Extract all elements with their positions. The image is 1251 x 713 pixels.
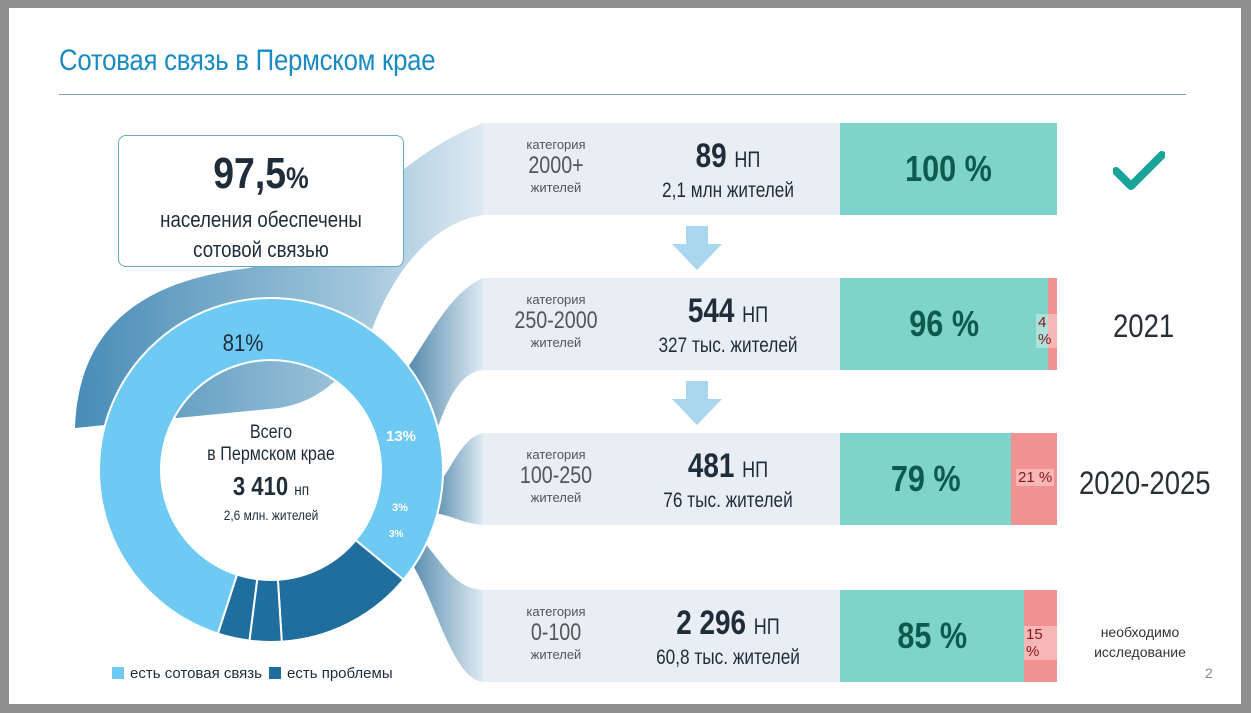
donut-label-13: 13%: [386, 428, 417, 445]
category-label: категория 250-2000 жителей: [514, 292, 598, 350]
funnel-band-3: [429, 433, 483, 525]
category-row-3: категория 100-250 жителей 481 НП 76 тыс.…: [483, 433, 840, 525]
donut-label-3a: 3%: [392, 502, 408, 514]
settlement-count: 481 НП 76 тыс. жителей: [663, 447, 793, 512]
category-label: категория 0-100 жителей: [526, 604, 586, 662]
down-arrow-icon: [672, 226, 722, 270]
coverage-bar-value: 100 %: [905, 148, 992, 189]
coverage-value: 97,5%: [213, 149, 309, 198]
page-title: Сотовая связь в Пермском крае: [59, 44, 436, 77]
legend-item-coverage: есть сотовая связь: [112, 665, 262, 682]
coverage-bar-value: 79 %: [890, 458, 961, 499]
donut-label-3b: 3%: [389, 529, 404, 540]
settlement-count: 544 НП 327 тыс. жителей: [658, 292, 798, 357]
coverage-callout: 97,5% населения обеспечены сотовой связь…: [118, 135, 404, 267]
coverage-bar-value: 96 %: [909, 303, 980, 344]
coverage-bar-1: 100 %: [840, 123, 1057, 215]
problem-bar-value: 15 %: [1024, 626, 1057, 660]
category-label: категория 100-250 жителей: [519, 447, 593, 505]
donut-center: Всего в Пермском крае 3 410 нп 2,6 млн. …: [181, 422, 361, 523]
donut-center-count: 3 410 нп: [232, 471, 310, 501]
category-row-2: категория 250-2000 жителей 544 НП 327 ты…: [483, 278, 840, 370]
settlement-count: 89 НП 2,1 млн жителей: [662, 137, 794, 202]
coverage-bar-value: 85 %: [897, 615, 968, 656]
funnel-band-4: [404, 533, 483, 682]
coverage-bar-3: 79 % 21 %: [840, 433, 1057, 525]
donut-center-line2: в Пермском крае: [207, 444, 335, 465]
legend-item-problems: есть проблемы: [269, 665, 393, 682]
checkmark-icon: [1113, 151, 1165, 190]
legend-swatch: [112, 667, 124, 679]
donut-chart: [98, 297, 444, 643]
year-label-2021: 2021: [1113, 308, 1175, 344]
coverage-bar-fill: [840, 278, 1049, 370]
slide: Сотовая связь в Пермском крае 97,5% насе…: [9, 8, 1241, 704]
coverage-line2: сотовой связью: [193, 237, 329, 262]
category-label: категория 2000+ жителей: [526, 137, 586, 195]
coverage-bar-fill: [840, 433, 1012, 525]
donut-center-pop: 2,6 млн. жителей: [223, 507, 319, 523]
down-arrow-icon: [672, 381, 722, 425]
problem-bar-value: 21 %: [1016, 469, 1055, 486]
coverage-line1: населения обеспечены: [160, 207, 362, 232]
donut-center-line1: Всего: [249, 422, 293, 443]
donut-label-main: 81%: [222, 330, 264, 357]
coverage-bar-fill: [840, 590, 1025, 682]
category-row-1: категория 2000+ жителей 89 НП 2,1 млн жи…: [483, 123, 840, 215]
problem-bar-value: 4 %: [1036, 314, 1057, 348]
year-label-2020-2025: 2020-2025: [1079, 465, 1211, 501]
coverage-bar-4: 85 % 15 %: [840, 590, 1057, 682]
page-number: 2: [1205, 665, 1213, 681]
legend-swatch: [269, 667, 281, 679]
category-row-4: категория 0-100 жителей 2 296 НП 60,8 ты…: [483, 590, 840, 682]
research-note: необходимо исследование: [1094, 624, 1186, 660]
title-divider: [59, 94, 1186, 95]
donut-segment: [98, 297, 444, 635]
coverage-bar-fill: [840, 123, 1057, 215]
settlement-count: 2 296 НП 60,8 тыс. жителей: [656, 604, 800, 669]
coverage-bar-2: 96 % 4 %: [840, 278, 1057, 370]
